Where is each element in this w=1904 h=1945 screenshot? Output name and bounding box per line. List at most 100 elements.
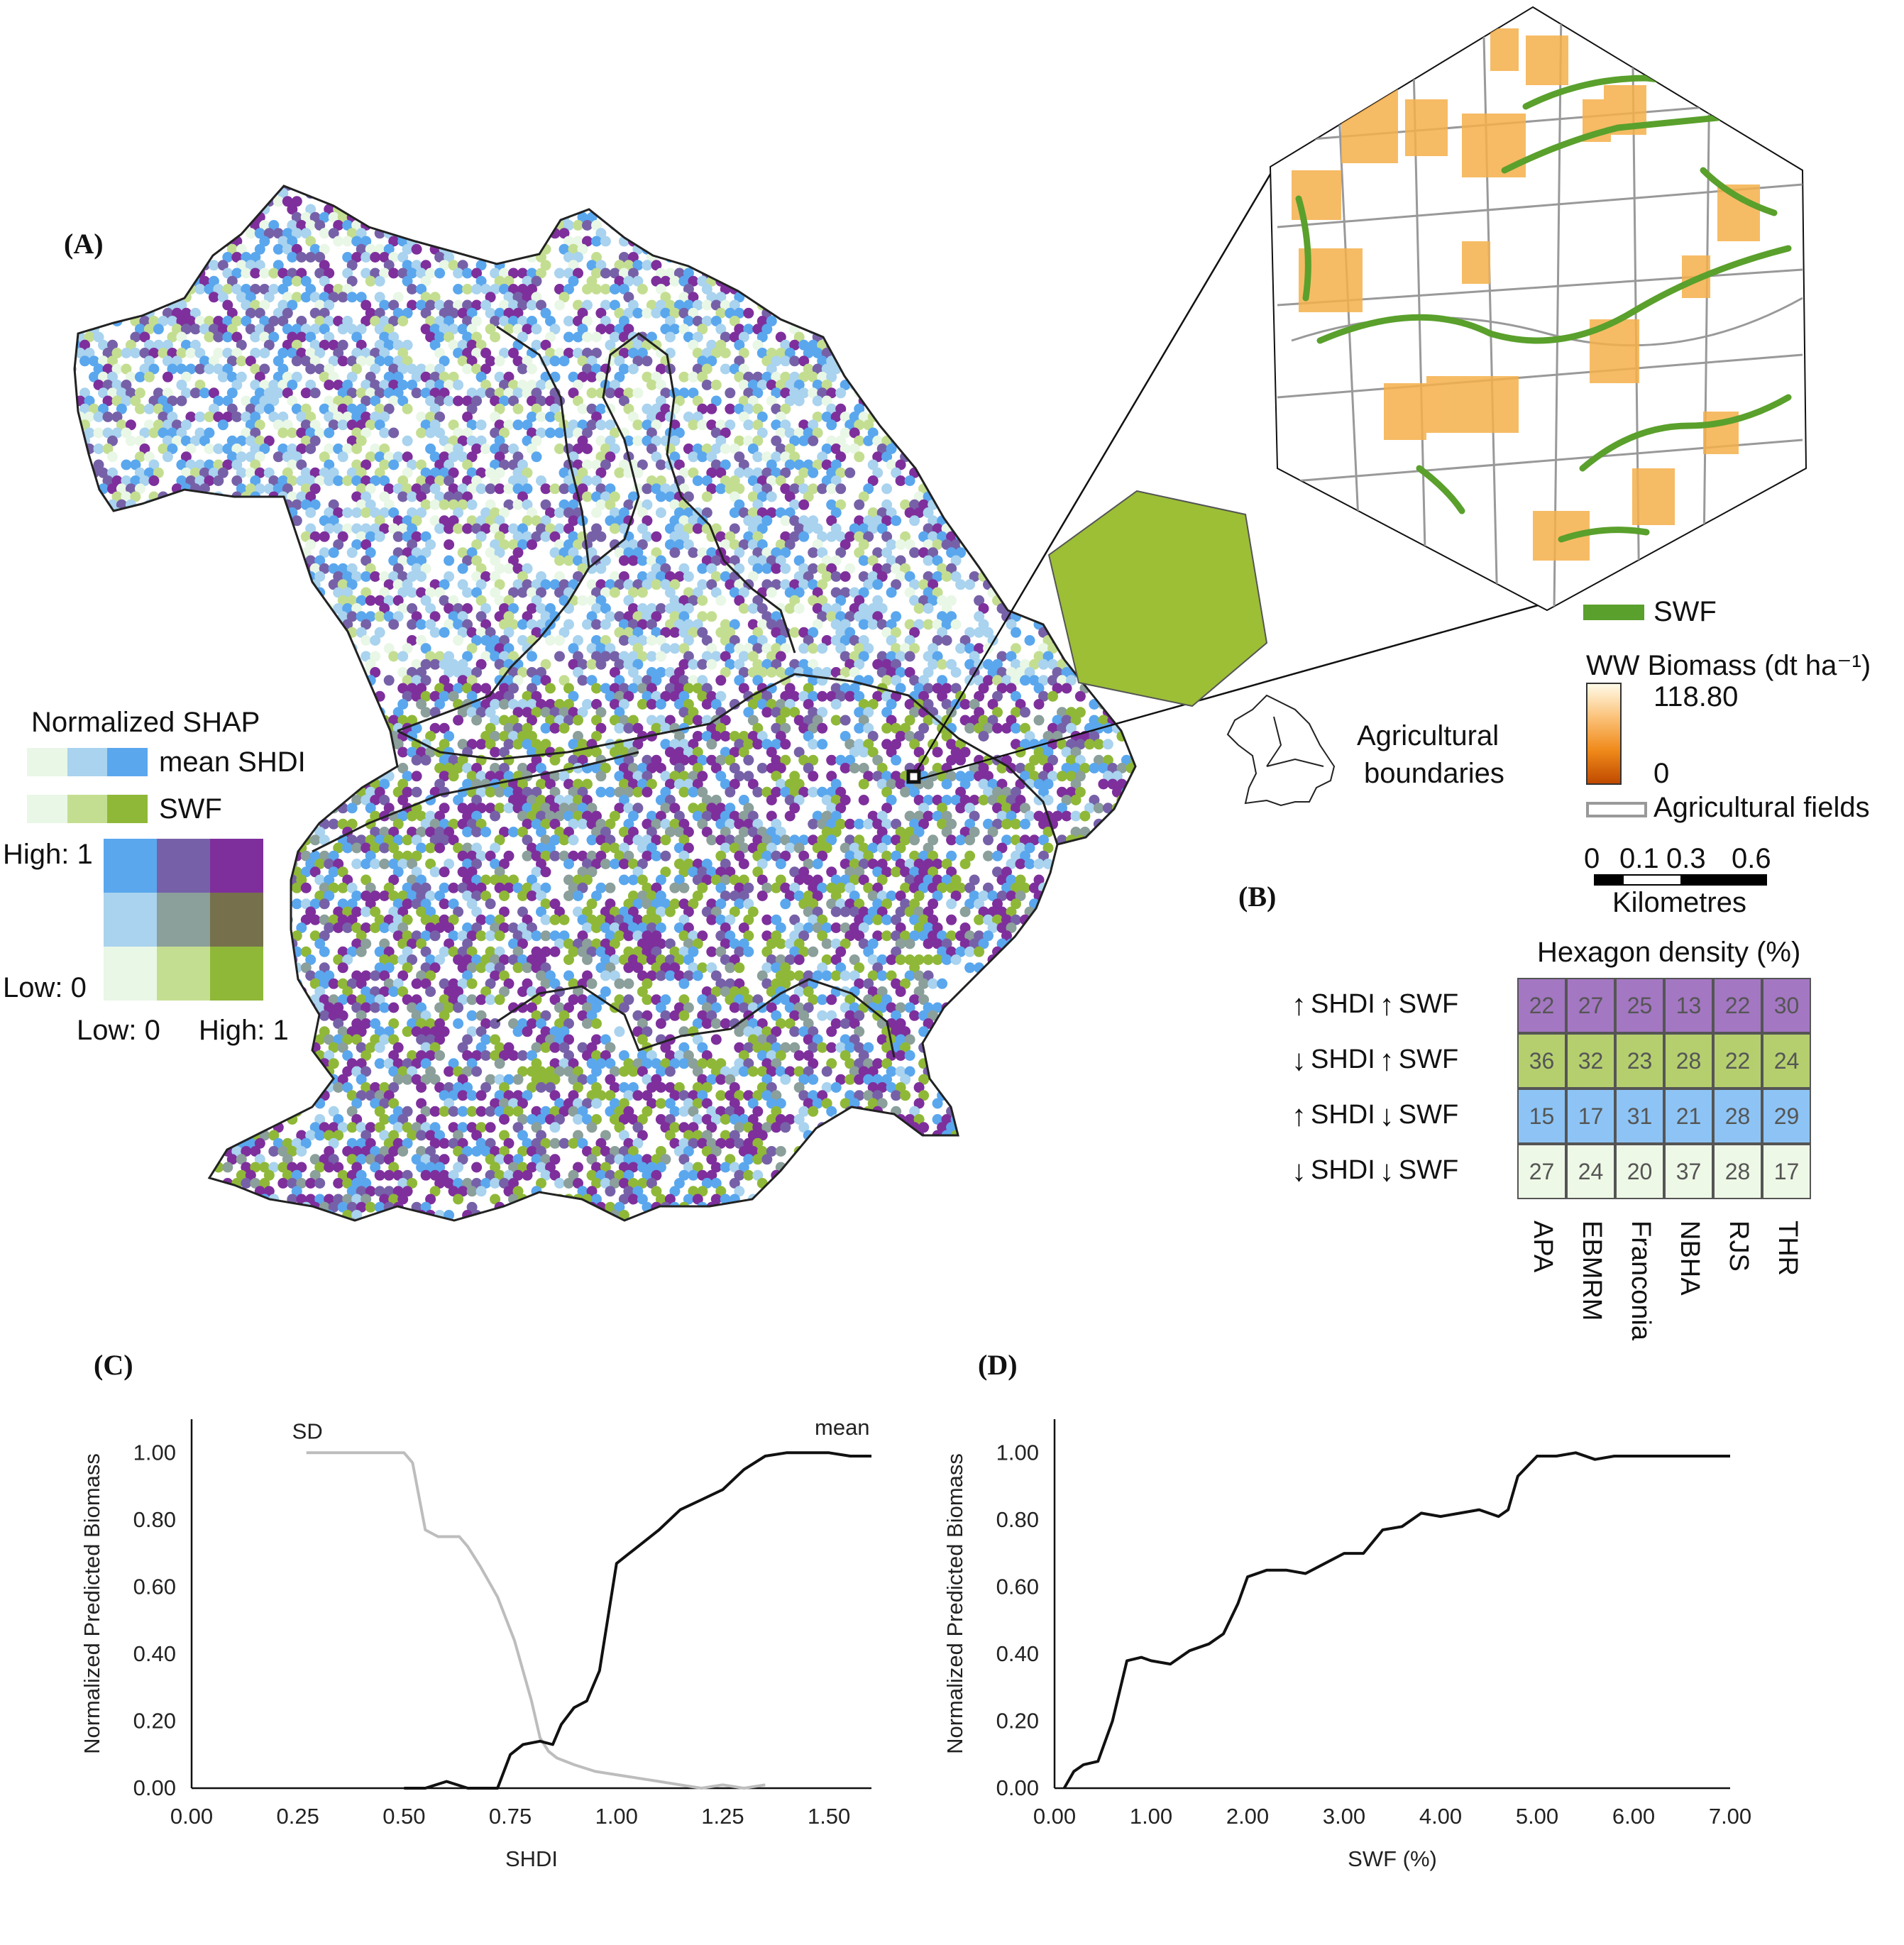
panel-label-d: (D) bbox=[978, 1349, 1018, 1381]
matrix-cell bbox=[210, 839, 263, 893]
region-label: THR bbox=[1773, 1221, 1803, 1277]
shdi-text: SHDI bbox=[1311, 1155, 1375, 1185]
matrix-cell bbox=[210, 947, 263, 1001]
x-tick-label: 1.00 bbox=[595, 1804, 638, 1829]
x-tick-label: 6.00 bbox=[1612, 1804, 1655, 1829]
density-cell: 37 bbox=[1664, 1144, 1713, 1199]
x-tick-label: 1.25 bbox=[701, 1804, 744, 1829]
zoom-inset bbox=[906, 6, 1807, 784]
density-row-label: ↓ SHDI ↑ SWF bbox=[1292, 1045, 1458, 1075]
agri-boundaries-label-line2: boundaries bbox=[1364, 758, 1504, 789]
swf-ramp-mid bbox=[67, 795, 108, 823]
shdi-text: SHDI bbox=[1311, 989, 1375, 1019]
density-row-label: ↑ SHDI ↓ SWF bbox=[1292, 1100, 1458, 1130]
y-tick-label: 0.00 bbox=[133, 1775, 176, 1800]
y-tick-label: 0.20 bbox=[133, 1708, 176, 1733]
biomass-max-label: 118.80 bbox=[1653, 681, 1739, 712]
panel-label-a: (A) bbox=[64, 228, 104, 260]
density-cell: 21 bbox=[1664, 1089, 1713, 1144]
matrix-cell bbox=[104, 893, 157, 947]
density-cell: 32 bbox=[1566, 1033, 1615, 1089]
density-cell: 24 bbox=[1762, 1033, 1811, 1089]
swf-arrow-icon: ↑ bbox=[1379, 1042, 1394, 1076]
field-detail-hexagon bbox=[1269, 6, 1807, 612]
agri-boundaries-label-line1: Agricultural bbox=[1357, 720, 1499, 751]
region-label: RJS bbox=[1724, 1221, 1754, 1272]
y-tick-label: 0.20 bbox=[996, 1708, 1039, 1733]
density-cell: 23 bbox=[1615, 1033, 1664, 1089]
swf-text: SWF bbox=[1398, 1155, 1459, 1185]
y-tick-label: 1.00 bbox=[996, 1440, 1039, 1465]
shdi-ramp-mid bbox=[67, 748, 108, 776]
shdi-text: SHDI bbox=[1311, 1045, 1375, 1074]
density-table-title: Hexagon density (%) bbox=[1537, 937, 1801, 968]
density-cell: 24 bbox=[1566, 1144, 1615, 1199]
swf-arrow-icon: ↓ bbox=[1379, 1098, 1394, 1132]
density-cell: 30 bbox=[1762, 978, 1811, 1033]
matrix-cell bbox=[104, 947, 157, 1001]
density-cell: 28 bbox=[1713, 1089, 1762, 1144]
shdi-ramp-high bbox=[107, 748, 148, 776]
series-line bbox=[1062, 1451, 1730, 1789]
chart-shdi-response: 0.00 0.20 0.40 0.60 0.80 1.00 0.00 0.25 0.50 0.75… bbox=[79, 1415, 871, 1871]
scale-unit-label: Kilometres bbox=[1612, 887, 1746, 918]
shdi-text: SHDI bbox=[1311, 1100, 1375, 1130]
series-label: SD bbox=[292, 1418, 323, 1443]
region-label: Franconia bbox=[1626, 1221, 1656, 1340]
swf-ramp-label: SWF bbox=[159, 793, 222, 825]
density-cell: 27 bbox=[1566, 978, 1615, 1033]
x-tick-label: 0.00 bbox=[170, 1804, 213, 1829]
swf-ramp-low bbox=[27, 795, 67, 823]
density-cell: 22 bbox=[1713, 1033, 1762, 1089]
density-row-label: ↓ SHDI ↓ SWF bbox=[1292, 1155, 1458, 1186]
density-cell: 13 bbox=[1664, 978, 1713, 1033]
x-tick-label: 0.25 bbox=[277, 1804, 319, 1829]
x-tick-label: 5.00 bbox=[1516, 1804, 1558, 1829]
biomass-color-ramp bbox=[1586, 683, 1622, 785]
swf-legend-swatch bbox=[1583, 605, 1644, 620]
y-tick-label: 0.60 bbox=[996, 1574, 1039, 1599]
y-axis-title: Normalized Predicted Biomass bbox=[79, 1453, 104, 1754]
x-tick-label: 0.75 bbox=[489, 1804, 532, 1829]
density-cell: 17 bbox=[1566, 1089, 1615, 1144]
density-row-labels: ↑ SHDI ↑ SWF ↓ SHDI ↑ SWF ↑ SHDI ↓ SWF ↓ SHDI ↓ SWF bbox=[1292, 978, 1519, 1199]
matrix-cell bbox=[157, 947, 210, 1001]
panel-label-b: (B) bbox=[1238, 881, 1277, 913]
swf-color-ramp bbox=[27, 795, 148, 823]
shdi-ramp-label: mean SHDI bbox=[159, 746, 306, 778]
scale-bar bbox=[1594, 874, 1767, 886]
density-cell: 17 bbox=[1762, 1144, 1811, 1199]
biomass-min-label: 0 bbox=[1653, 758, 1670, 789]
y-tick-label: 0.60 bbox=[133, 1574, 176, 1599]
density-cell: 29 bbox=[1762, 1089, 1811, 1144]
matrix-x-low-label: Low: 0 bbox=[77, 1015, 160, 1046]
shdi-ramp-low bbox=[27, 748, 67, 776]
density-cell: 31 bbox=[1615, 1089, 1664, 1144]
matrix-cell bbox=[210, 893, 263, 947]
region-label: NBHA bbox=[1675, 1221, 1705, 1296]
density-region-labels: APA EBMRM Franconia NBHA RJS THR bbox=[1517, 1221, 1811, 1362]
panel-label-c: (C) bbox=[94, 1349, 133, 1381]
y-tick-label: 0.80 bbox=[133, 1507, 176, 1532]
y-tick-label: 0.00 bbox=[996, 1775, 1039, 1800]
density-cell: 28 bbox=[1664, 1033, 1713, 1089]
y-tick-label: 0.80 bbox=[996, 1507, 1039, 1532]
x-tick-label: 0.00 bbox=[1033, 1804, 1076, 1829]
x-tick-label: 2.00 bbox=[1226, 1804, 1269, 1829]
bavaria-boundaries-thumbnail bbox=[1226, 694, 1336, 807]
scale-tick-03: 0.3 bbox=[1666, 843, 1706, 874]
x-tick-label: 1.50 bbox=[808, 1804, 850, 1829]
y-tick-label: 1.00 bbox=[133, 1440, 176, 1465]
density-cell: 25 bbox=[1615, 978, 1664, 1033]
density-cell: 27 bbox=[1517, 1144, 1566, 1199]
density-table: 22 27 25 13 22 30 36 32 23 28 22 24 15 17 31 21 28 29 27 24… bbox=[1517, 978, 1811, 1199]
density-row-label: ↑ SHDI ↑ SWF bbox=[1292, 989, 1458, 1020]
swf-text: SWF bbox=[1398, 989, 1459, 1019]
sample-hexagon bbox=[1047, 490, 1268, 707]
swf-legend-label: SWF bbox=[1653, 596, 1717, 627]
shdi-arrow-icon: ↓ bbox=[1292, 1153, 1306, 1187]
series-line-sd bbox=[306, 1451, 766, 1790]
scale-tick-0: 0 bbox=[1584, 843, 1600, 874]
density-cell: 15 bbox=[1517, 1089, 1566, 1144]
density-cell: 28 bbox=[1713, 1144, 1762, 1199]
